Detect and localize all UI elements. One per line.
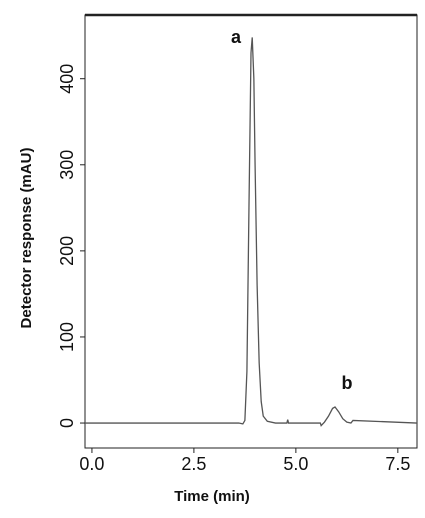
x-tick-label: 5.0 xyxy=(283,454,308,474)
x-axis-label: Time (min) xyxy=(174,488,250,505)
x-tick-label: 0.0 xyxy=(79,454,104,474)
y-tick-label: 400 xyxy=(57,64,77,94)
line-series xyxy=(85,37,418,427)
y-tick-label: 100 xyxy=(57,322,77,352)
annotation: a xyxy=(231,27,242,47)
x-tick-label: 7.5 xyxy=(385,454,410,474)
y-tick-label: 200 xyxy=(57,236,77,266)
annotation: b xyxy=(342,373,353,393)
x-tick-label: 2.5 xyxy=(181,454,206,474)
y-tick-label: 300 xyxy=(57,150,77,180)
y-axis-label: Detector response (mAU) xyxy=(18,148,35,329)
y-tick-label: 0 xyxy=(57,418,77,428)
